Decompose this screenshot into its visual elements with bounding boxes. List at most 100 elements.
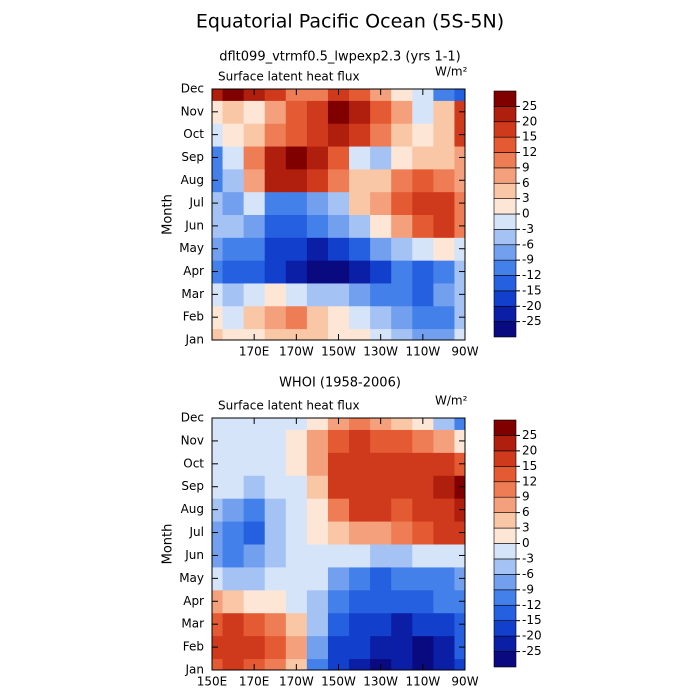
- cell: [222, 658, 245, 670]
- panel-label: Surface latent heat flux: [218, 399, 360, 413]
- cell: [243, 191, 266, 215]
- cell: [370, 475, 392, 499]
- cell: [306, 429, 329, 453]
- cell: [370, 544, 392, 568]
- cell: [391, 418, 413, 430]
- subtitle: WHOI (1958-2006): [279, 376, 401, 391]
- cell: [433, 89, 455, 101]
- y-axis-label: Month: [161, 524, 176, 565]
- colorbar-label: 15: [522, 130, 537, 144]
- cell: [391, 237, 413, 261]
- colorbar-box: [493, 512, 517, 529]
- cell: [285, 452, 308, 476]
- cell: [264, 260, 287, 284]
- cell: [391, 566, 413, 591]
- colorbar-label: -9: [522, 582, 534, 596]
- cell: [433, 475, 455, 499]
- cell: [412, 168, 434, 193]
- cell: [212, 418, 224, 430]
- x-tick-label: 110W: [405, 675, 440, 689]
- colorbar-box: [493, 321, 517, 338]
- y-tick-label: Apr: [183, 594, 204, 608]
- colorbar-label: 25: [522, 99, 537, 113]
- colorbar-label: 3: [522, 521, 530, 535]
- cell: [327, 498, 350, 522]
- cell: [327, 589, 350, 614]
- cell: [349, 237, 371, 261]
- y-tick-label: May: [179, 571, 204, 585]
- cell: [243, 237, 266, 261]
- x-tick-label: 150W: [321, 345, 356, 359]
- cell: [391, 635, 413, 660]
- cell: [349, 305, 371, 330]
- cell: [222, 498, 245, 522]
- cell: [222, 418, 245, 430]
- cell: [433, 146, 455, 170]
- colorbar-box: [493, 198, 517, 215]
- colorbar-box: [493, 496, 517, 513]
- colorbar-box: [493, 305, 517, 322]
- y-tick-label: Nov: [181, 104, 204, 118]
- cell: [327, 214, 350, 238]
- cell: [412, 498, 434, 522]
- cell: [285, 612, 308, 637]
- cell: [412, 214, 434, 238]
- cell: [412, 635, 434, 660]
- cell: [285, 544, 308, 568]
- cell: [327, 282, 350, 307]
- colorbar-box: [493, 90, 517, 107]
- colorbar-box: [493, 182, 517, 199]
- cell: [412, 305, 434, 330]
- cell: [370, 260, 392, 284]
- cell: [327, 452, 350, 476]
- y-tick-label: Mar: [181, 287, 204, 301]
- cell: [391, 612, 413, 637]
- cell: [433, 305, 455, 330]
- cell: [349, 100, 371, 124]
- cell: [327, 521, 350, 545]
- cell: [349, 191, 371, 215]
- cell: [370, 146, 392, 170]
- cell: [222, 589, 245, 614]
- subtitle: dflt099_vtrmf0.5_lwpexp2.3 (yrs 1-1): [219, 50, 461, 65]
- cell: [370, 429, 392, 453]
- cell: [285, 305, 308, 330]
- cell: [349, 452, 371, 476]
- cell: [306, 282, 329, 307]
- cell: [391, 260, 413, 284]
- cell: [306, 544, 329, 568]
- cell: [433, 521, 455, 545]
- colorbar-label: -12: [522, 268, 542, 282]
- colorbar-box: [493, 620, 517, 637]
- cell: [222, 328, 245, 340]
- y-tick-label: Oct: [183, 456, 204, 470]
- cell: [212, 328, 224, 340]
- cell: [243, 589, 266, 614]
- cell: [285, 100, 308, 124]
- cell: [306, 214, 329, 238]
- cell: [285, 237, 308, 261]
- colorbar-box: [493, 466, 517, 483]
- cell: [243, 635, 266, 660]
- cell: [327, 305, 350, 330]
- colorbar-label: 0: [522, 536, 530, 550]
- cell: [391, 452, 413, 476]
- colorbar-box: [493, 213, 517, 230]
- cell: [243, 544, 266, 568]
- cell: [264, 429, 287, 453]
- x-tick-label: 90W: [451, 675, 478, 689]
- y-tick-label: Apr: [183, 264, 204, 278]
- cell: [222, 146, 245, 170]
- cell: [306, 89, 329, 101]
- colorbar-label: 3: [522, 191, 530, 205]
- cell: [243, 146, 266, 170]
- cell: [433, 123, 455, 147]
- y-tick-label: Dec: [181, 411, 204, 425]
- cell: [412, 237, 434, 261]
- cell: [243, 521, 266, 545]
- cell: [391, 544, 413, 568]
- colorbar-label: -25: [522, 314, 542, 328]
- cell: [264, 589, 287, 614]
- cell: [306, 612, 329, 637]
